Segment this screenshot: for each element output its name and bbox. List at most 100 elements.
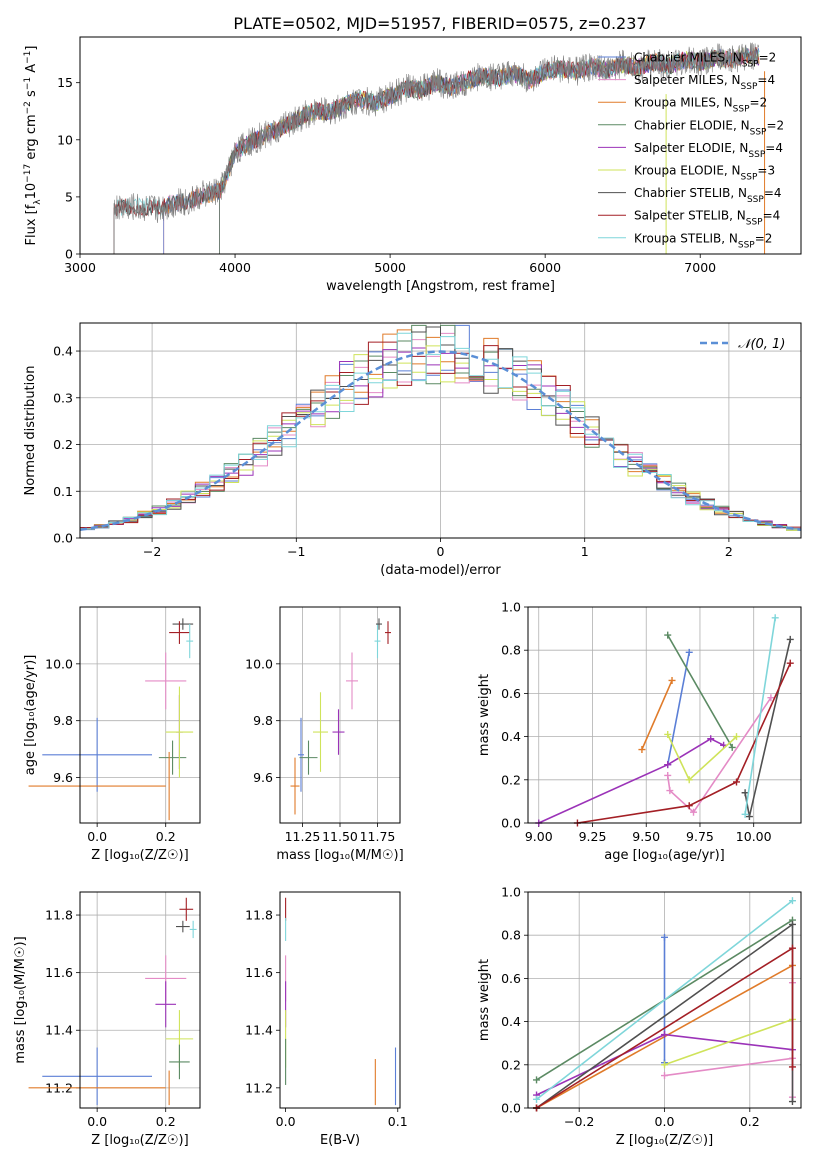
series-line xyxy=(666,734,738,782)
legend-label: Salpeter MILES, NSSP=4 xyxy=(634,73,775,92)
legend-label: Salpeter ELODIE, NSSP=4 xyxy=(634,141,783,160)
axes-frame xyxy=(79,322,802,539)
histogram-step xyxy=(80,341,801,529)
y-tick-label: 11.2 xyxy=(245,1080,273,1095)
x-tick-label: 0.2 xyxy=(156,1114,176,1129)
x-tick-label: −1 xyxy=(287,544,305,559)
series-line xyxy=(667,634,733,748)
data-point xyxy=(661,1031,668,1039)
y-tick-label: 1.0 xyxy=(501,885,521,900)
age-vs-metallicity-panel: 0.0 0.2 9.6 9.8 10.0 Z [log₁₀(Z/Z☉)] age [log₁… xyxy=(23,606,201,863)
y-tick-label: 0.8 xyxy=(501,928,521,943)
data-point xyxy=(707,735,715,743)
x-tick-label: 11.25 xyxy=(285,829,321,844)
x-tick-label: 3000 xyxy=(64,260,96,275)
data-point xyxy=(788,920,796,928)
y-tick-label: 0.0 xyxy=(53,531,73,546)
legend-label: Chabrier STELIB, NSSP=4 xyxy=(634,186,782,205)
y-tick-label: 11.6 xyxy=(245,965,273,980)
y-tick-label: 9.8 xyxy=(253,713,273,728)
x-tick-label: 6000 xyxy=(529,260,561,275)
y-tick-label: 5 xyxy=(65,189,73,204)
data-point xyxy=(745,813,753,821)
y-tick-label: 0.4 xyxy=(501,729,521,744)
x-axis-label: (data-model)/error xyxy=(380,563,501,578)
y-tick-label: 10 xyxy=(57,132,73,147)
data-point xyxy=(664,631,672,639)
data-point xyxy=(690,808,698,816)
x-tick-label: 0.0 xyxy=(87,1114,107,1129)
histogram-step xyxy=(80,345,801,531)
series-line xyxy=(538,737,724,824)
y-tick-label: 0 xyxy=(65,247,73,262)
series-line xyxy=(536,899,793,1101)
figure-title: PLATE=0502, MJD=51957, FIBERID=0575, z=0… xyxy=(233,14,646,33)
y-tick-label: 11.8 xyxy=(245,908,273,923)
x-axis-label: Z [log₁₀(Z/Z☉)] xyxy=(616,1133,713,1148)
y-tick-label: 15 xyxy=(57,75,73,90)
y-tick-label: 0.0 xyxy=(501,1101,521,1116)
data-point xyxy=(788,897,796,905)
x-axis-label: mass [log₁₀(M/M☉)] xyxy=(276,848,403,863)
x-tick-label: 0.2 xyxy=(740,1114,760,1129)
data-point xyxy=(728,743,736,751)
y-tick-label: 0.8 xyxy=(501,643,521,658)
data-point xyxy=(664,730,672,738)
data-point xyxy=(666,787,674,795)
y-tick-label: 0.4 xyxy=(53,344,73,359)
legend-label: Kroupa ELODIE, NSSP=3 xyxy=(634,164,775,183)
series-line xyxy=(744,617,776,815)
data-point xyxy=(788,1063,796,1071)
y-axis-label: Normed distribution xyxy=(23,366,38,496)
y-tick-label: 10.0 xyxy=(245,656,273,671)
x-tick-label: 9.75 xyxy=(686,829,714,844)
y-tick-label: 10.0 xyxy=(45,656,73,671)
x-tick-label: 11.50 xyxy=(322,829,358,844)
y-axis-label: mass weight xyxy=(477,959,492,1041)
y-axis-label: age [log₁₀(age/yr)] xyxy=(23,655,38,776)
y-tick-label: 9.6 xyxy=(53,770,73,785)
x-tick-label: 9.50 xyxy=(632,829,660,844)
residual-histogram-panel: −2 −1 0 1 2 0.0 0.1 0.2 0.3 0.4 (data-model)/error… xyxy=(23,322,802,578)
data-point xyxy=(685,648,693,656)
y-tick-label: 0.2 xyxy=(501,1057,521,1072)
y-tick-label: 11.6 xyxy=(45,965,73,980)
y-tick-label: 9.6 xyxy=(253,770,273,785)
data-point xyxy=(661,1072,668,1080)
x-tick-label: 0.0 xyxy=(655,1114,675,1129)
data-point xyxy=(533,1076,541,1084)
y-axis-label: mass weight xyxy=(477,674,492,756)
y-tick-label: 0.4 xyxy=(501,1014,521,1029)
x-tick-label: 9.25 xyxy=(579,829,607,844)
y-axis-label: mass [log₁₀(M/M☉)] xyxy=(13,936,28,1063)
series-line xyxy=(664,982,794,1098)
x-axis-label: Z [log₁₀(Z/Z☉)] xyxy=(91,848,188,863)
legend-label: Chabrier MILES, NSSP=2 xyxy=(634,51,776,70)
y-tick-label: 0.6 xyxy=(501,686,521,701)
axes-frame xyxy=(279,606,401,824)
legend-label: Kroupa STELIB, NSSP=2 xyxy=(634,231,772,250)
axes-frame xyxy=(79,606,201,824)
legend-label: Chabrier ELODIE, NSSP=2 xyxy=(634,118,784,137)
x-tick-label: 10.00 xyxy=(736,829,772,844)
y-tick-label: 0.0 xyxy=(501,816,521,831)
data-point xyxy=(638,746,646,754)
observed-spectrum-line xyxy=(113,42,760,255)
x-axis-label: E(B-V) xyxy=(320,1133,360,1148)
y-axis-label: Flux [fλ10−17 erg cm−2 s−1 A−1] xyxy=(23,46,43,246)
x-tick-label: −2 xyxy=(143,544,161,559)
data-point xyxy=(741,789,749,797)
series-line xyxy=(666,697,772,814)
data-point xyxy=(733,733,741,741)
legend-label: Salpeter STELIB, NSSP=4 xyxy=(634,209,780,228)
x-tick-label: 11.75 xyxy=(360,829,396,844)
x-tick-label: 7000 xyxy=(684,260,716,275)
data-point xyxy=(661,933,668,941)
data-point xyxy=(788,944,796,952)
data-point xyxy=(786,635,794,643)
data-point xyxy=(771,614,779,622)
x-tick-label: 9.00 xyxy=(525,829,553,844)
spectrum-panel: 3000 4000 5000 6000 7000 0 5 10 15 wavelength [An… xyxy=(23,36,802,294)
mass-vs-extinction-panel: 0.0 0.1 11.2 11.4 11.6 11.8 E(B-V) xyxy=(245,891,408,1148)
